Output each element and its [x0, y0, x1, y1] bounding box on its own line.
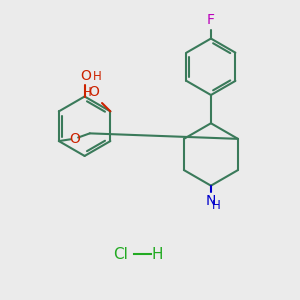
Text: Cl: Cl — [113, 247, 128, 262]
Text: H: H — [93, 70, 102, 83]
Text: H: H — [83, 86, 92, 99]
Text: N: N — [206, 194, 216, 208]
Text: H: H — [152, 247, 163, 262]
Text: O: O — [69, 132, 80, 146]
Text: O: O — [81, 69, 92, 83]
Text: H: H — [212, 199, 221, 212]
Text: F: F — [207, 13, 215, 27]
Text: O: O — [88, 85, 99, 99]
